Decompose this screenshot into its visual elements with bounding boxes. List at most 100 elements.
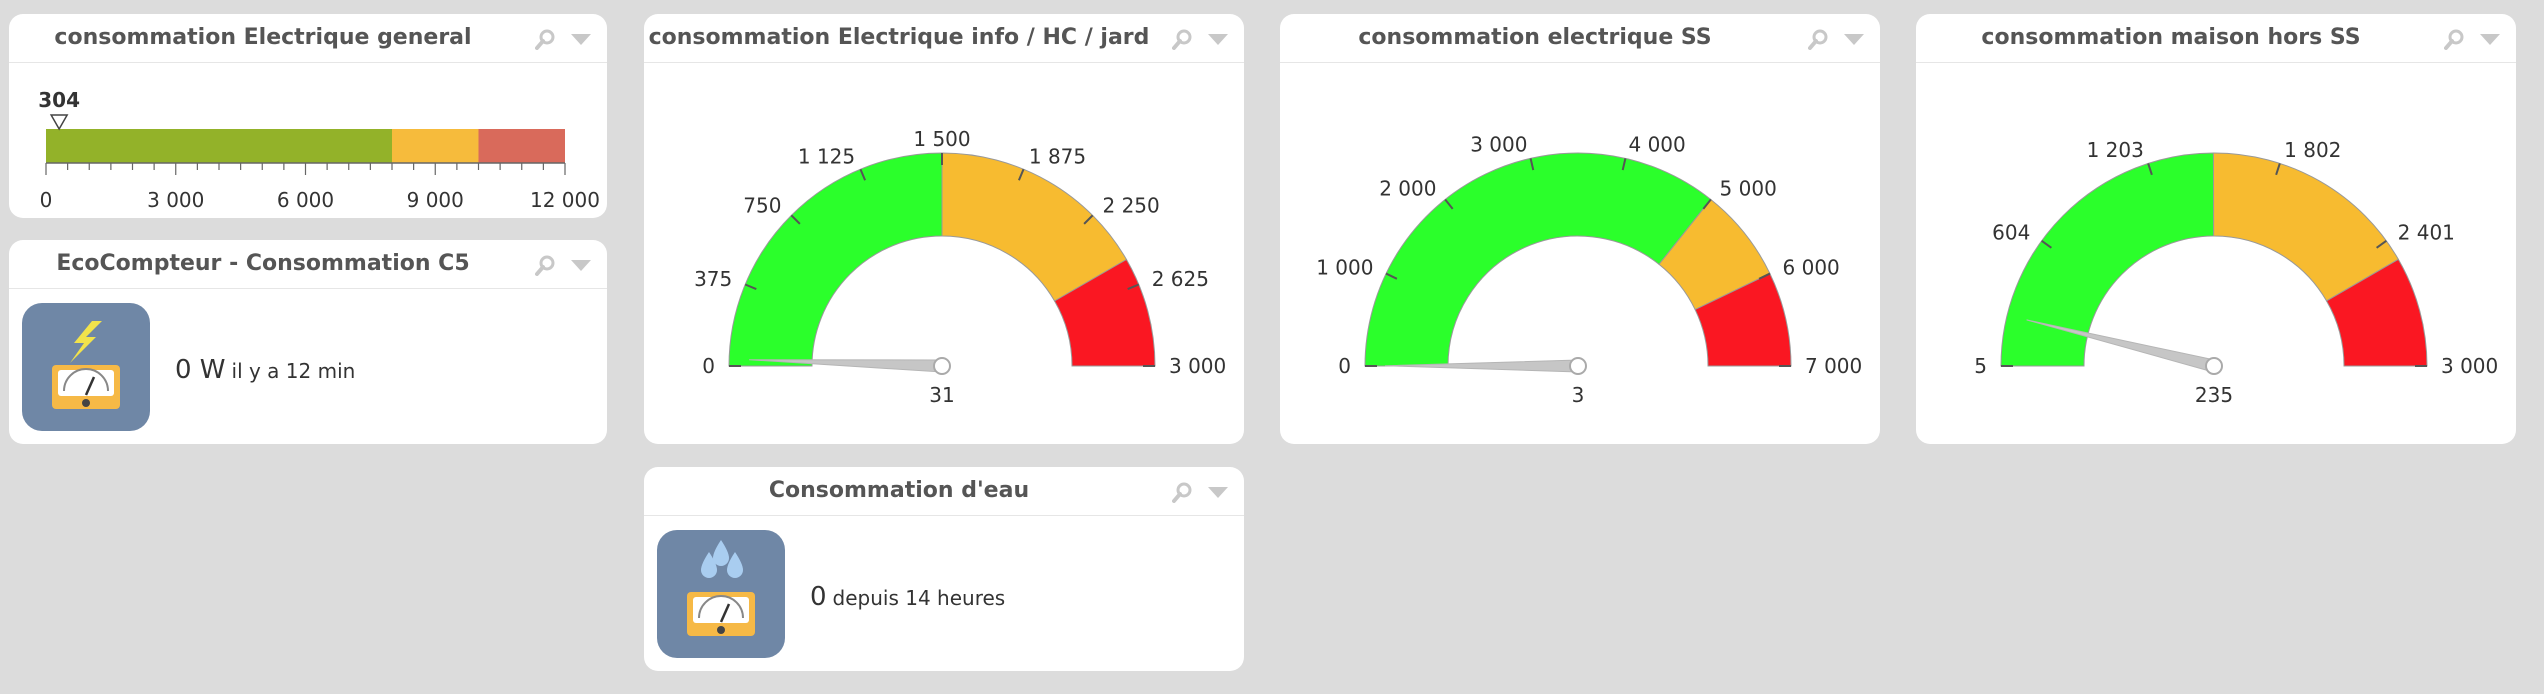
panel-eau: Consommation d'eau 0 depuis 14 heures [644,467,1244,671]
panel-header: consommation Electrique general [9,14,607,63]
tick-mark [2041,239,2052,249]
band-green [2000,152,2215,367]
panel-header: consommation Electrique info / HC / jard [644,14,1244,63]
panel-body: 5 604 1 203 1 802 2 401 3 000 235 [1916,63,2516,444]
panel-body: 0 1 000 2 000 3 000 4 000 5 000 6 000 7 000 3 [1280,63,1880,444]
tick-label: 3 000 [1169,354,1226,378]
chevron-down-icon[interactable] [1208,485,1228,499]
tick-label: 2 401 [2398,221,2455,245]
tick-label: 6 000 [277,188,334,212]
tick-label: 0 [702,354,715,378]
panel-header: Consommation d'eau [644,467,1244,516]
reading-since: il y a 12 min [231,359,356,383]
reading-value: 0 [810,582,827,612]
tick-mark [1127,283,1140,291]
value-label: 31 [929,383,954,407]
search-icon[interactable] [2444,28,2466,50]
panel-title: consommation maison hors SS [1981,25,2361,50]
tick-label: 1 875 [1029,144,1086,168]
gauge: 5 604 1 203 1 802 2 401 3 000 235 [1974,138,2498,407]
linear-gauge: 0 3 000 6 000 9 000 12 000 304 [38,88,600,212]
tick-label: 750 [743,193,781,217]
needle-pivot [1569,357,1587,375]
tick-label: 1 802 [2284,138,2341,162]
tick-label: 3 000 [2441,354,2498,378]
tick-label: 1 203 [2087,138,2144,162]
panel-title: consommation Electrique info / HC / jard [648,25,1150,50]
tick-mark [2147,163,2153,176]
chevron-down-icon[interactable] [1844,32,1864,46]
tick-label: 1 500 [913,127,970,151]
tick-label: 0 [40,188,53,212]
electric-meter-icon [22,303,150,431]
tick-mark [1444,198,1454,210]
tick-label: 2 000 [1379,177,1436,201]
band-red [1694,272,1792,367]
panel-body: 0 depuis 14 heures [644,516,1244,671]
tick-mark [1758,272,1771,280]
panel-title: consommation electrique SS [1358,25,1712,50]
search-icon[interactable] [1808,28,1830,50]
value-label: 235 [2195,383,2233,407]
meter-reading: 0 depuis 14 heures [810,582,1005,612]
tick-label: 5 000 [1720,177,1777,201]
search-icon[interactable] [535,28,557,50]
panel-general: consommation Electrique general 0 3 000 6 … [9,14,607,218]
band-green [728,152,943,367]
tick-mark [859,168,867,181]
panel-body: 0 375 750 1 125 1 500 1 875 2 250 2 625 3 000 31 [644,63,1244,444]
value-label: 3 [1572,383,1585,407]
panel-header: consommation maison hors SS [1916,14,2516,63]
tick-label: 7 000 [1805,354,1862,378]
water-meter-icon [657,530,785,658]
tick-mark [1621,158,1627,171]
reading-value: 0 W [175,355,226,385]
tick-label: 3 000 [147,188,204,212]
tick-mark [1385,272,1398,280]
tick-mark [790,214,801,225]
tick-label: 375 [694,267,732,291]
tick-label: 9 000 [407,188,464,212]
tick-mark [1017,168,1025,181]
tick-mark [1529,158,1535,171]
tick-label: 604 [1992,221,2030,245]
search-icon[interactable] [1172,481,1194,503]
gauge: 0 375 750 1 125 1 500 1 875 2 250 2 625 3 000 31 [694,127,1226,407]
search-icon[interactable] [1172,28,1194,50]
panel-title: Consommation d'eau [768,478,1030,503]
panel-body: 0 3 000 6 000 9 000 12 000 304 [9,63,607,218]
tick-mark [2275,163,2281,176]
panel-header: EcoCompteur - Consommation C5 [9,240,607,289]
needle-pivot [933,357,951,375]
chevron-down-icon[interactable] [571,258,591,272]
chevron-down-icon[interactable] [571,32,591,46]
gauge: 0 1 000 2 000 3 000 4 000 5 000 6 000 7 000 3 [1316,133,1862,407]
panel-maison: consommation maison hors SS 5 604 1 203 1 8… [1916,14,2516,444]
tick-mark [744,283,757,291]
tick-mark [2376,239,2387,249]
tick-label: 5 [1974,354,1987,378]
panel-title: consommation Electrique general [54,25,472,50]
tick-label: 2 625 [1152,267,1209,291]
tick-label: 1 000 [1316,256,1373,280]
panel-header: consommation electrique SS [1280,14,1880,63]
tick-label: 3 000 [1470,133,1527,157]
needle-pivot [2205,357,2223,375]
value-label: 304 [38,88,80,112]
panel-title: EcoCompteur - Consommation C5 [56,251,470,276]
reading-since: depuis 14 heures [832,586,1006,610]
panel-info: consommation Electrique info / HC / jard… [644,14,1244,444]
band-yellow [392,129,479,163]
search-icon[interactable] [535,254,557,276]
chevron-down-icon[interactable] [2480,32,2500,46]
tick-label: 1 125 [798,144,855,168]
tick-label: 2 250 [1103,193,1160,217]
tick-label: 0 [1338,354,1351,378]
tick-mark [1702,198,1712,210]
chevron-down-icon[interactable] [1208,32,1228,46]
panel-ss: consommation electrique SS 0 1 000 2 000 3 … [1280,14,1880,444]
tick-label: 4 000 [1629,133,1686,157]
tick-label: 6 000 [1783,256,1840,280]
